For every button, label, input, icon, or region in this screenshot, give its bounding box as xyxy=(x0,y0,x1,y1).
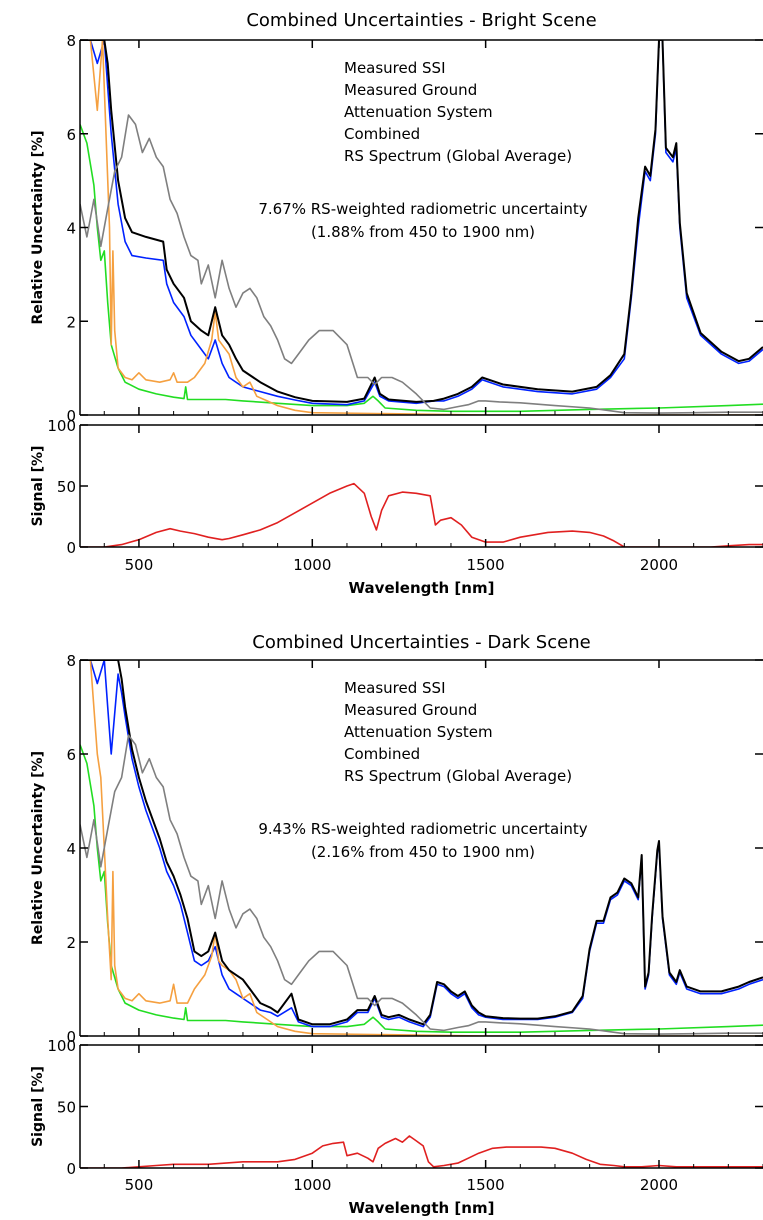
series-line-rs-spectrum-global-average xyxy=(80,114,763,414)
y-tick-label: 0 xyxy=(66,407,76,425)
y-tick-label: 8 xyxy=(66,32,76,50)
series-line-combined xyxy=(80,660,763,1026)
chart-title: Combined Uncertainties - Bright Scene xyxy=(246,10,596,31)
y-tick-label: 0 xyxy=(66,1160,76,1178)
legend-entry-combined: Combined xyxy=(344,125,420,143)
legend-entry-measured-ground: Measured Ground xyxy=(344,701,477,719)
legend-entry-measured-ssi: Measured SSI xyxy=(344,679,446,697)
y-tick-label: 50 xyxy=(57,1099,76,1117)
series-group xyxy=(80,660,763,1036)
chart-dark-scene: Combined Uncertainties - Dark Scene 0 2 4 6 8… xyxy=(30,632,763,1217)
panel-uncertainty: 0 2 4 6 8 Relative Uncertainty [%] Measured SS… xyxy=(30,32,763,425)
series-group xyxy=(80,1135,763,1168)
x-tick-label: 1000 xyxy=(293,1176,331,1194)
x-tick-label: 1000 xyxy=(293,556,331,574)
legend-entry-combined: Combined xyxy=(344,745,420,763)
annotation-line: (2.16% from 450 to 1900 nm) xyxy=(311,843,535,861)
y-axis-label: Signal [%] xyxy=(30,446,46,527)
y-tick-label: 6 xyxy=(66,126,76,144)
legend-entry-measured-ground: Measured Ground xyxy=(344,81,477,99)
series-group xyxy=(80,40,763,415)
chart-title: Combined Uncertainties - Dark Scene xyxy=(252,632,590,653)
y-tick-label: 4 xyxy=(66,840,76,858)
x-tick-label: 2000 xyxy=(640,556,678,574)
series-line-measured-ssi xyxy=(80,124,763,413)
annotation-line: 9.43% RS-weighted radiometric uncertaint… xyxy=(258,820,587,838)
y-tick-label: 6 xyxy=(66,746,76,764)
series-line-signal xyxy=(80,1135,763,1168)
series-line-rs-spectrum-global-average xyxy=(80,734,763,1035)
legend: Measured SSI Measured Ground Attenuation S… xyxy=(344,59,572,165)
y-tick-label: 4 xyxy=(66,220,76,238)
x-tick-label: 500 xyxy=(125,1176,154,1194)
annotation-line: (1.88% from 450 to 1900 nm) xyxy=(311,223,535,241)
y-axis-label: Relative Uncertainty [%] xyxy=(30,131,46,325)
legend: Measured SSI Measured Ground Attenuation S… xyxy=(344,679,572,785)
x-axis-label: Wavelength [nm] xyxy=(349,1199,495,1217)
series-line-attenuation-system xyxy=(80,40,763,415)
annotation-line: 7.67% RS-weighted radiometric uncertaint… xyxy=(258,200,587,218)
legend-entry-measured-ssi: Measured SSI xyxy=(344,59,446,77)
y-tick-label: 0 xyxy=(66,539,76,557)
y-axis-label: Relative Uncertainty [%] xyxy=(30,751,46,945)
y-tick-label: 2 xyxy=(66,313,76,331)
x-tick-label: 500 xyxy=(125,556,154,574)
y-tick-label: 2 xyxy=(66,934,76,952)
y-tick-label: 100 xyxy=(47,1037,76,1055)
x-tick-label: 1500 xyxy=(467,556,505,574)
y-axis-label: Signal [%] xyxy=(30,1066,46,1147)
y-tick-label: 100 xyxy=(47,417,76,435)
series-line-signal xyxy=(80,482,763,547)
x-axis-label: Wavelength [nm] xyxy=(349,579,495,597)
legend-entry-rs-spectrum-global-average: RS Spectrum (Global Average) xyxy=(344,147,572,165)
legend-entry-attenuation-system: Attenuation System xyxy=(344,103,493,121)
legend-entry-attenuation-system: Attenuation System xyxy=(344,723,493,741)
x-tick-label: 2000 xyxy=(640,1176,678,1194)
y-tick-label: 50 xyxy=(57,478,76,496)
series-group xyxy=(80,482,763,547)
series-line-combined xyxy=(80,40,763,403)
y-tick-label: 8 xyxy=(66,652,76,670)
panel-uncertainty: 0 2 4 6 8 Relative Uncertainty [%] Measured SS… xyxy=(30,652,763,1046)
legend-entry-rs-spectrum-global-average: RS Spectrum (Global Average) xyxy=(344,767,572,785)
chart-bright-scene: Combined Uncertainties - Bright Scene 0 2 4… xyxy=(30,10,763,597)
x-tick-label: 1500 xyxy=(467,1176,505,1194)
y-tick-label: 0 xyxy=(66,1028,76,1046)
series-line-attenuation-system xyxy=(80,660,763,1036)
